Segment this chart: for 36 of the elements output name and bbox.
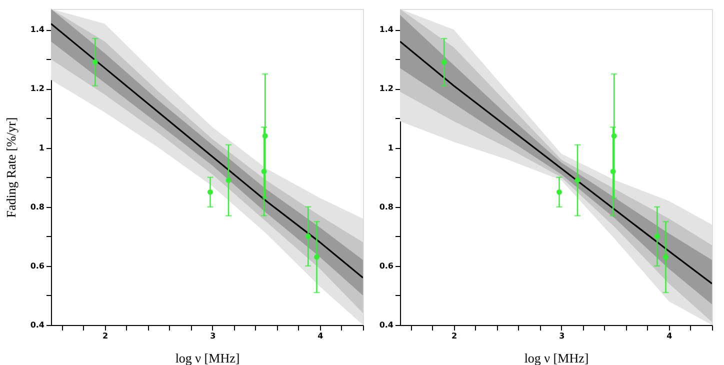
- y-tick-label: 0.8: [379, 202, 394, 212]
- y-tick-label: 0.6: [379, 261, 394, 270]
- y-tick-label: 0.4: [30, 320, 45, 330]
- x-tick-label: 3: [210, 332, 216, 340]
- y-tick-label: 1.2: [379, 84, 394, 94]
- x-tick-label: 2: [452, 332, 458, 340]
- point: [92, 59, 98, 65]
- point: [305, 234, 311, 240]
- y-tick-label: 1.2: [30, 84, 44, 94]
- line-series: [400, 40, 712, 284]
- y-tick-label: 0.8: [30, 202, 45, 212]
- point: [261, 168, 267, 174]
- y-axis-title: Fading Rate [%/yr]: [3, 117, 18, 218]
- y-tick-label: 1: [38, 143, 45, 152]
- x-tick-label: 4: [666, 332, 673, 340]
- point: [663, 254, 668, 260]
- point: [314, 254, 320, 260]
- point: [610, 168, 616, 174]
- x-axis-title: log ν [MHz]: [524, 350, 589, 365]
- x-tick-label: 4: [318, 332, 324, 340]
- x-axis-title: log ν [MHz]: [175, 350, 240, 365]
- point: [226, 178, 232, 184]
- point: [654, 234, 660, 240]
- point: [262, 133, 268, 139]
- x-tick-label: 2: [102, 332, 108, 340]
- y-tick-label: 0.6: [30, 261, 45, 270]
- x-tick-label: 3: [559, 332, 565, 340]
- point: [574, 178, 580, 184]
- y-tick-label: 1.4: [30, 25, 45, 34]
- y-tick-label: 0.4: [379, 320, 394, 330]
- y-tick-label: 1: [388, 143, 394, 152]
- point: [441, 59, 447, 65]
- y-tick-label: 1.4: [379, 25, 394, 34]
- point: [556, 189, 562, 195]
- point: [207, 189, 213, 195]
- point: [611, 133, 617, 139]
